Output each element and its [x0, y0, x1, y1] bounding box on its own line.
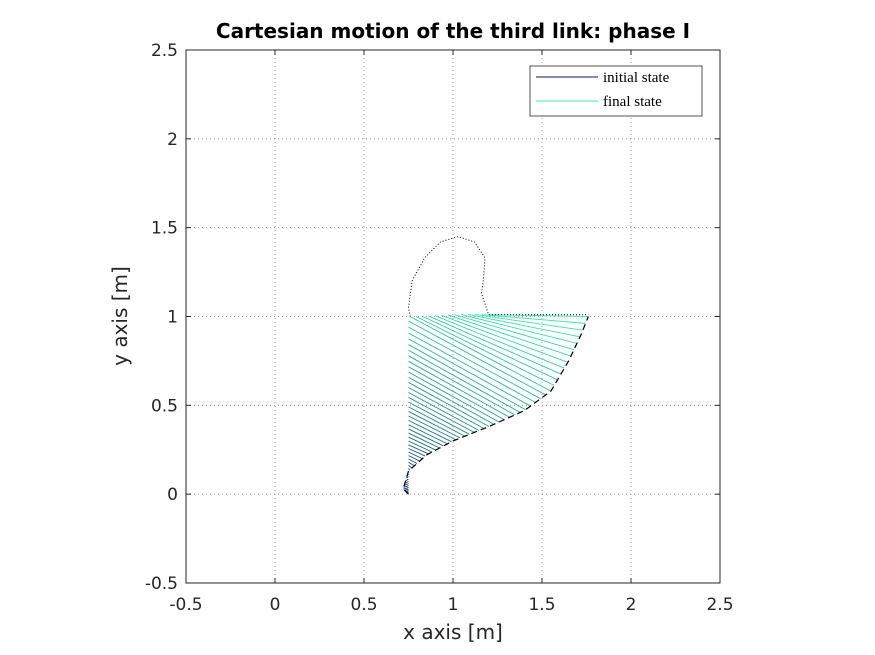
link-segment — [408, 326, 541, 400]
x-tick-label: -0.5 — [169, 595, 202, 615]
y-tick-label: 0.5 — [151, 396, 178, 416]
link-segment — [488, 314, 589, 317]
link-segment — [408, 360, 510, 418]
link-segment — [408, 436, 436, 451]
link-segment — [441, 314, 569, 363]
link-segment — [408, 440, 433, 453]
link-segment — [403, 487, 409, 490]
trajectories — [402, 236, 589, 495]
legend: initial state final state — [529, 65, 703, 117]
link-segment — [408, 392, 480, 431]
link-segment — [481, 314, 586, 324]
link-segment — [408, 465, 413, 469]
link-segment — [422, 315, 558, 381]
joint-trajectory-loop — [407, 236, 589, 317]
link-segment — [467, 313, 581, 338]
link-segment — [408, 371, 500, 423]
legend-box — [529, 65, 703, 117]
x-tick-label: 0.5 — [350, 595, 377, 615]
x-tick-label: 2 — [626, 595, 637, 615]
y-tick-label: 1 — [167, 308, 178, 328]
link-segment — [409, 316, 552, 392]
y-axis-label: y axis [m] — [108, 266, 132, 366]
link-segment — [406, 476, 409, 479]
link-segment — [408, 411, 461, 439]
link-segment — [408, 458, 418, 464]
link-segment — [408, 432, 440, 449]
legend-label-initial: initial state — [603, 70, 670, 86]
link-segment — [408, 461, 415, 467]
link-segment — [447, 314, 572, 357]
link-segment — [408, 387, 485, 429]
link-segment — [408, 376, 495, 425]
y-tick-label: 2 — [167, 130, 178, 150]
link-segment — [408, 396, 475, 433]
y-tick-label: 1.5 — [151, 219, 178, 239]
legend-label-final: final state — [603, 94, 662, 110]
chart-title: Cartesian motion of the third link: phas… — [216, 19, 690, 43]
link-segment — [408, 455, 420, 462]
link-segment — [408, 406, 466, 437]
link-segment — [408, 415, 456, 441]
link-segment — [408, 338, 531, 407]
link-segment — [428, 315, 562, 375]
link-segment — [408, 468, 410, 471]
y-tick-label: 0 — [167, 485, 178, 505]
link-segment — [408, 349, 521, 413]
link-segment — [408, 424, 448, 445]
link-segment — [408, 344, 526, 411]
ticks: -0.5 0 0.5 1 1.5 2 2.5 -0.5 0 0.5 1 1.5 2 2.5 — [145, 41, 734, 615]
grid — [186, 50, 720, 583]
plot-area: -0.5 0 0.5 1 1.5 2 2.5 -0.5 0 0.5 1 1.5 2 2.5 — [145, 41, 734, 615]
link-segment — [408, 382, 490, 427]
x-tick-label: 1.5 — [528, 595, 555, 615]
x-tick-label: 0 — [270, 595, 281, 615]
link-segment — [403, 485, 409, 488]
x-tick-label: 2.5 — [706, 595, 733, 615]
y-tick-label: -0.5 — [145, 574, 178, 594]
link-segment — [408, 444, 429, 455]
link-segment — [408, 355, 516, 416]
link-segment — [434, 315, 565, 369]
link-segment — [408, 401, 470, 435]
link-segment — [408, 332, 536, 403]
link-segments — [403, 313, 589, 495]
link-segment — [408, 320, 546, 396]
link-segment — [408, 419, 452, 443]
link-segment — [408, 366, 505, 421]
end-effector-trajectory — [402, 316, 589, 495]
link-segment — [408, 448, 426, 457]
y-tick-label: 2.5 — [151, 41, 178, 61]
link-segment — [461, 314, 578, 344]
link-segment — [454, 314, 575, 351]
x-tick-label: 1 — [448, 595, 459, 615]
link-segment — [405, 478, 409, 482]
x-axis-label: x axis [m] — [403, 620, 503, 644]
link-segment — [408, 451, 423, 460]
link-segment — [474, 314, 583, 331]
link-segment — [408, 428, 444, 447]
link-segment — [415, 316, 555, 386]
